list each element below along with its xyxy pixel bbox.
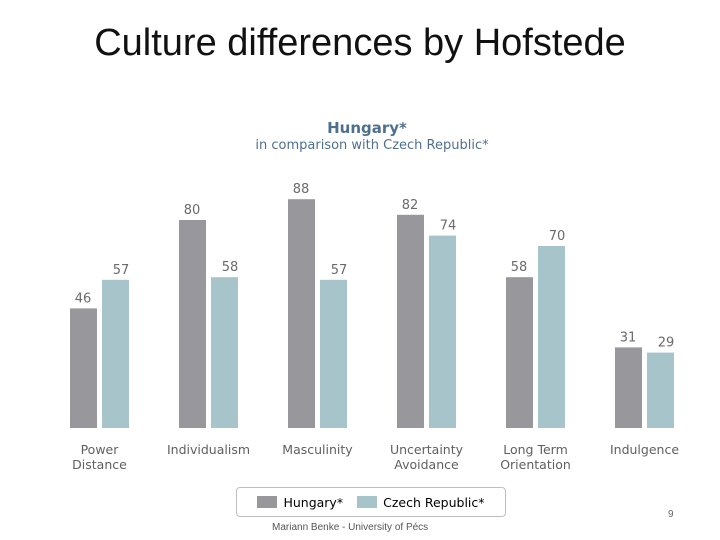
bar-hungary-uncertainty-avoidance [397,214,424,428]
bar-hungary-individualism [179,220,206,428]
legend-item-hungary: Hungary* [257,495,343,510]
bar-hungary-indulgence [615,347,642,428]
page-number: 9 [668,509,674,520]
value-labels-layer: 46 57 80 58 88 57 82 74 58 70 31 29 [75,182,675,350]
category-label-uncertainty-avoidance-line-1: Uncertainty [390,442,464,457]
chart-subtitle: in comparison with Czech Republic* [255,138,489,153]
bar-czech-republic-long-term-orientation [538,246,565,428]
bar-hungary-long-term-orientation [506,277,533,428]
value-label-czech-republic-individualism: 58 [222,260,239,275]
category-label-individualism: Individualism [167,442,250,457]
value-label-hungary-indulgence: 31 [620,330,637,345]
value-label-hungary-uncertainty-avoidance: 82 [402,198,419,213]
value-label-hungary-long-term-orientation: 58 [511,260,528,275]
value-label-czech-republic-long-term-orientation: 70 [549,229,566,244]
bar-czech-republic-individualism [211,277,238,428]
value-label-czech-republic-uncertainty-avoidance: 74 [440,219,457,234]
legend-label-czech-republic: Czech Republic* [383,494,485,510]
category-label-uncertainty-avoidance-line-2: Avoidance [394,457,459,472]
bars-layer [70,199,674,428]
value-label-czech-republic-masculinity: 57 [331,263,348,278]
legend-label-hungary: Hungary* [283,494,344,510]
legend-swatch-czech-republic [357,496,378,508]
slide-title: Culture differences by Hofstede [94,22,626,64]
value-label-hungary-power-distance: 46 [75,291,92,306]
legend-swatch-hungary [257,496,278,508]
value-label-hungary-individualism: 80 [184,203,201,218]
footer-text: Mariann Benke - University of Pécs [272,522,429,533]
bar-czech-republic-indulgence [647,352,674,428]
category-label-power-distance-line-1: Power [81,442,120,457]
category-label-indulgence: Indulgence [610,442,679,457]
chart-legend: Hungary* Czech Republic* [236,487,506,517]
legend-item-czech-republic: Czech Republic* [357,494,485,510]
bar-hungary-masculinity [288,199,315,428]
value-label-czech-republic-indulgence: 29 [658,336,675,351]
bar-czech-republic-masculinity [320,279,347,428]
category-label-long-term-orientation-line-1: Long Term [503,442,568,457]
value-label-hungary-masculinity: 88 [293,182,310,197]
value-label-czech-republic-power-distance: 57 [113,263,130,278]
bar-czech-republic-power-distance [102,279,129,428]
bar-czech-republic-uncertainty-avoidance [429,235,456,428]
category-label-power-distance-line-2: Distance [72,457,127,472]
chart-title: Hungary* [327,119,407,137]
category-label-masculinity: Masculinity [282,442,353,457]
bar-hungary-power-distance [70,308,97,428]
category-label-long-term-orientation-line-2: Orientation [500,457,571,472]
